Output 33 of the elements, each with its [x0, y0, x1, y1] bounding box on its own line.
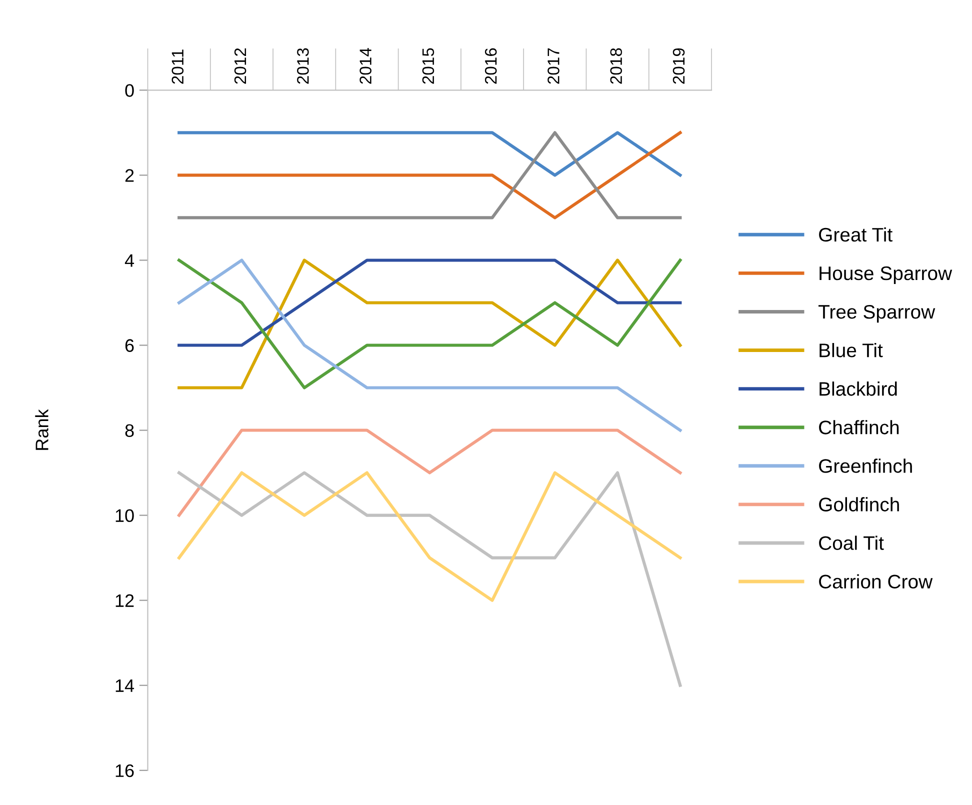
line-series: [178, 471, 682, 687]
y-tick-label: 14: [116, 679, 134, 692]
x-tick-label: 2011: [172, 50, 184, 84]
line-series: [178, 471, 682, 602]
x-tick-label: 2019: [672, 48, 685, 84]
y-tick-label: 8: [125, 424, 134, 437]
x-tick-label: 2013: [297, 48, 309, 84]
legend-label: Tree Sparrow: [818, 304, 936, 323]
x-tick-label: 2017: [548, 48, 560, 84]
y-tick-label: 12: [116, 594, 134, 607]
legend-label: Blue Tit: [820, 342, 883, 358]
x-tick-label: 2014: [360, 48, 372, 84]
legend-label: House Sparrow: [820, 266, 952, 284]
x-tick-label: 2016: [484, 48, 497, 84]
legend-label: Carrion Crow: [819, 574, 933, 589]
y-axis-title: Rank: [35, 409, 48, 450]
legend-label: Greenfinch: [819, 458, 912, 473]
y-tick-label: 2: [125, 169, 134, 182]
y-tick-label: 4: [124, 254, 134, 267]
x-tick-label: 2012: [234, 48, 246, 84]
legend-label: Great Tit: [819, 227, 892, 242]
y-tick-label: 16: [116, 764, 134, 778]
legend-label: Chaffinch: [819, 420, 899, 434]
y-tick-label: 10: [116, 509, 134, 522]
x-tick-label: 2015: [422, 48, 434, 84]
legend-label: Blackbird: [820, 382, 897, 396]
line-series: [178, 258, 682, 432]
line-series: [178, 258, 682, 390]
x-tick-label: 2018: [610, 48, 622, 84]
legend-label: Coal Tit: [819, 536, 884, 550]
y-tick-label: 0: [125, 84, 134, 97]
legend-label: Goldfinch: [819, 497, 899, 512]
y-tick-label: 6: [125, 339, 134, 352]
